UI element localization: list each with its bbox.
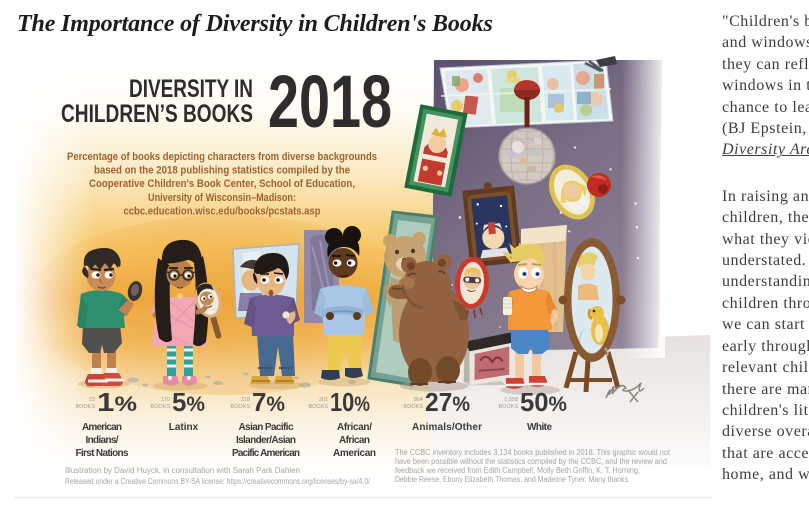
svg-text:7%: 7%: [252, 387, 285, 417]
svg-text:1,558: 1,558: [504, 397, 518, 403]
svg-text:based on the 2018 publishing s: based on the 2018 publishing statistics …: [94, 165, 350, 177]
svg-text:Debbie Reese, Ebony Elizabeth: Debbie Reese, Ebony Elizabeth Thomas, an…: [395, 475, 630, 484]
svg-text:Pacific American: Pacific American: [232, 448, 300, 459]
svg-text:BOOKS: BOOKS: [403, 404, 423, 410]
svg-text:Indians/: Indians/: [86, 435, 119, 446]
svg-text:864: 864: [414, 397, 423, 403]
svg-text:Latinx: Latinx: [169, 422, 199, 433]
svg-text:ccbc.education.wisc.edu/books/: ccbc.education.wisc.edu/books/pcstats.as…: [124, 205, 321, 217]
svg-text:Percentage of books depicting: Percentage of books depicting characters…: [67, 151, 377, 163]
svg-text:feedback we received from Edit: feedback we received from Edith Campbell…: [395, 466, 640, 475]
svg-text:BOOKS: BOOKS: [230, 404, 250, 410]
svg-text:The CCBC inventory includes 3,: The CCBC inventory includes 3,134 books …: [395, 448, 671, 457]
svg-text:1%: 1%: [97, 387, 137, 417]
svg-text:DIVERSITY IN: DIVERSITY IN: [129, 75, 253, 103]
svg-text:Cooperative Children's Book Ce: Cooperative Children's Book Center, Scho…: [89, 178, 355, 190]
svg-text:BOOKS: BOOKS: [75, 404, 95, 410]
svg-text:Released under a Creative Comm: Released under a Creative Commons BY-SA …: [65, 477, 371, 486]
svg-text:Asian Pacific: Asian Pacific: [239, 422, 294, 433]
svg-text:First Nations: First Nations: [76, 448, 129, 459]
svg-text:African: African: [339, 435, 370, 446]
svg-text:White: White: [527, 422, 552, 433]
svg-text:University of Wisconsin–Madiso: University of Wisconsin–Madison:: [148, 192, 296, 204]
svg-text:23: 23: [89, 397, 95, 403]
svg-text:CHILDREN’S BOOKS: CHILDREN’S BOOKS: [61, 100, 253, 128]
svg-text:170: 170: [161, 397, 170, 403]
svg-text:BOOKS: BOOKS: [498, 404, 518, 410]
svg-text:American: American: [333, 448, 376, 459]
svg-text:2018: 2018: [268, 60, 392, 143]
svg-text:have been possible without the: have been possible without the statistic…: [395, 457, 667, 466]
svg-text:American: American: [82, 422, 122, 433]
svg-text:BOOKS: BOOKS: [150, 404, 170, 410]
svg-text:Islander/Asian: Islander/Asian: [236, 435, 296, 446]
svg-text:BOOKS: BOOKS: [308, 404, 328, 410]
svg-text:African/: African/: [337, 422, 372, 433]
svg-text:218: 218: [241, 397, 250, 403]
svg-text:Illustration by David Huyck, i: Illustration by David Huyck, in consulta…: [65, 466, 300, 475]
svg-text:Animals/Other: Animals/Other: [412, 422, 482, 433]
svg-text:301: 301: [319, 397, 328, 403]
